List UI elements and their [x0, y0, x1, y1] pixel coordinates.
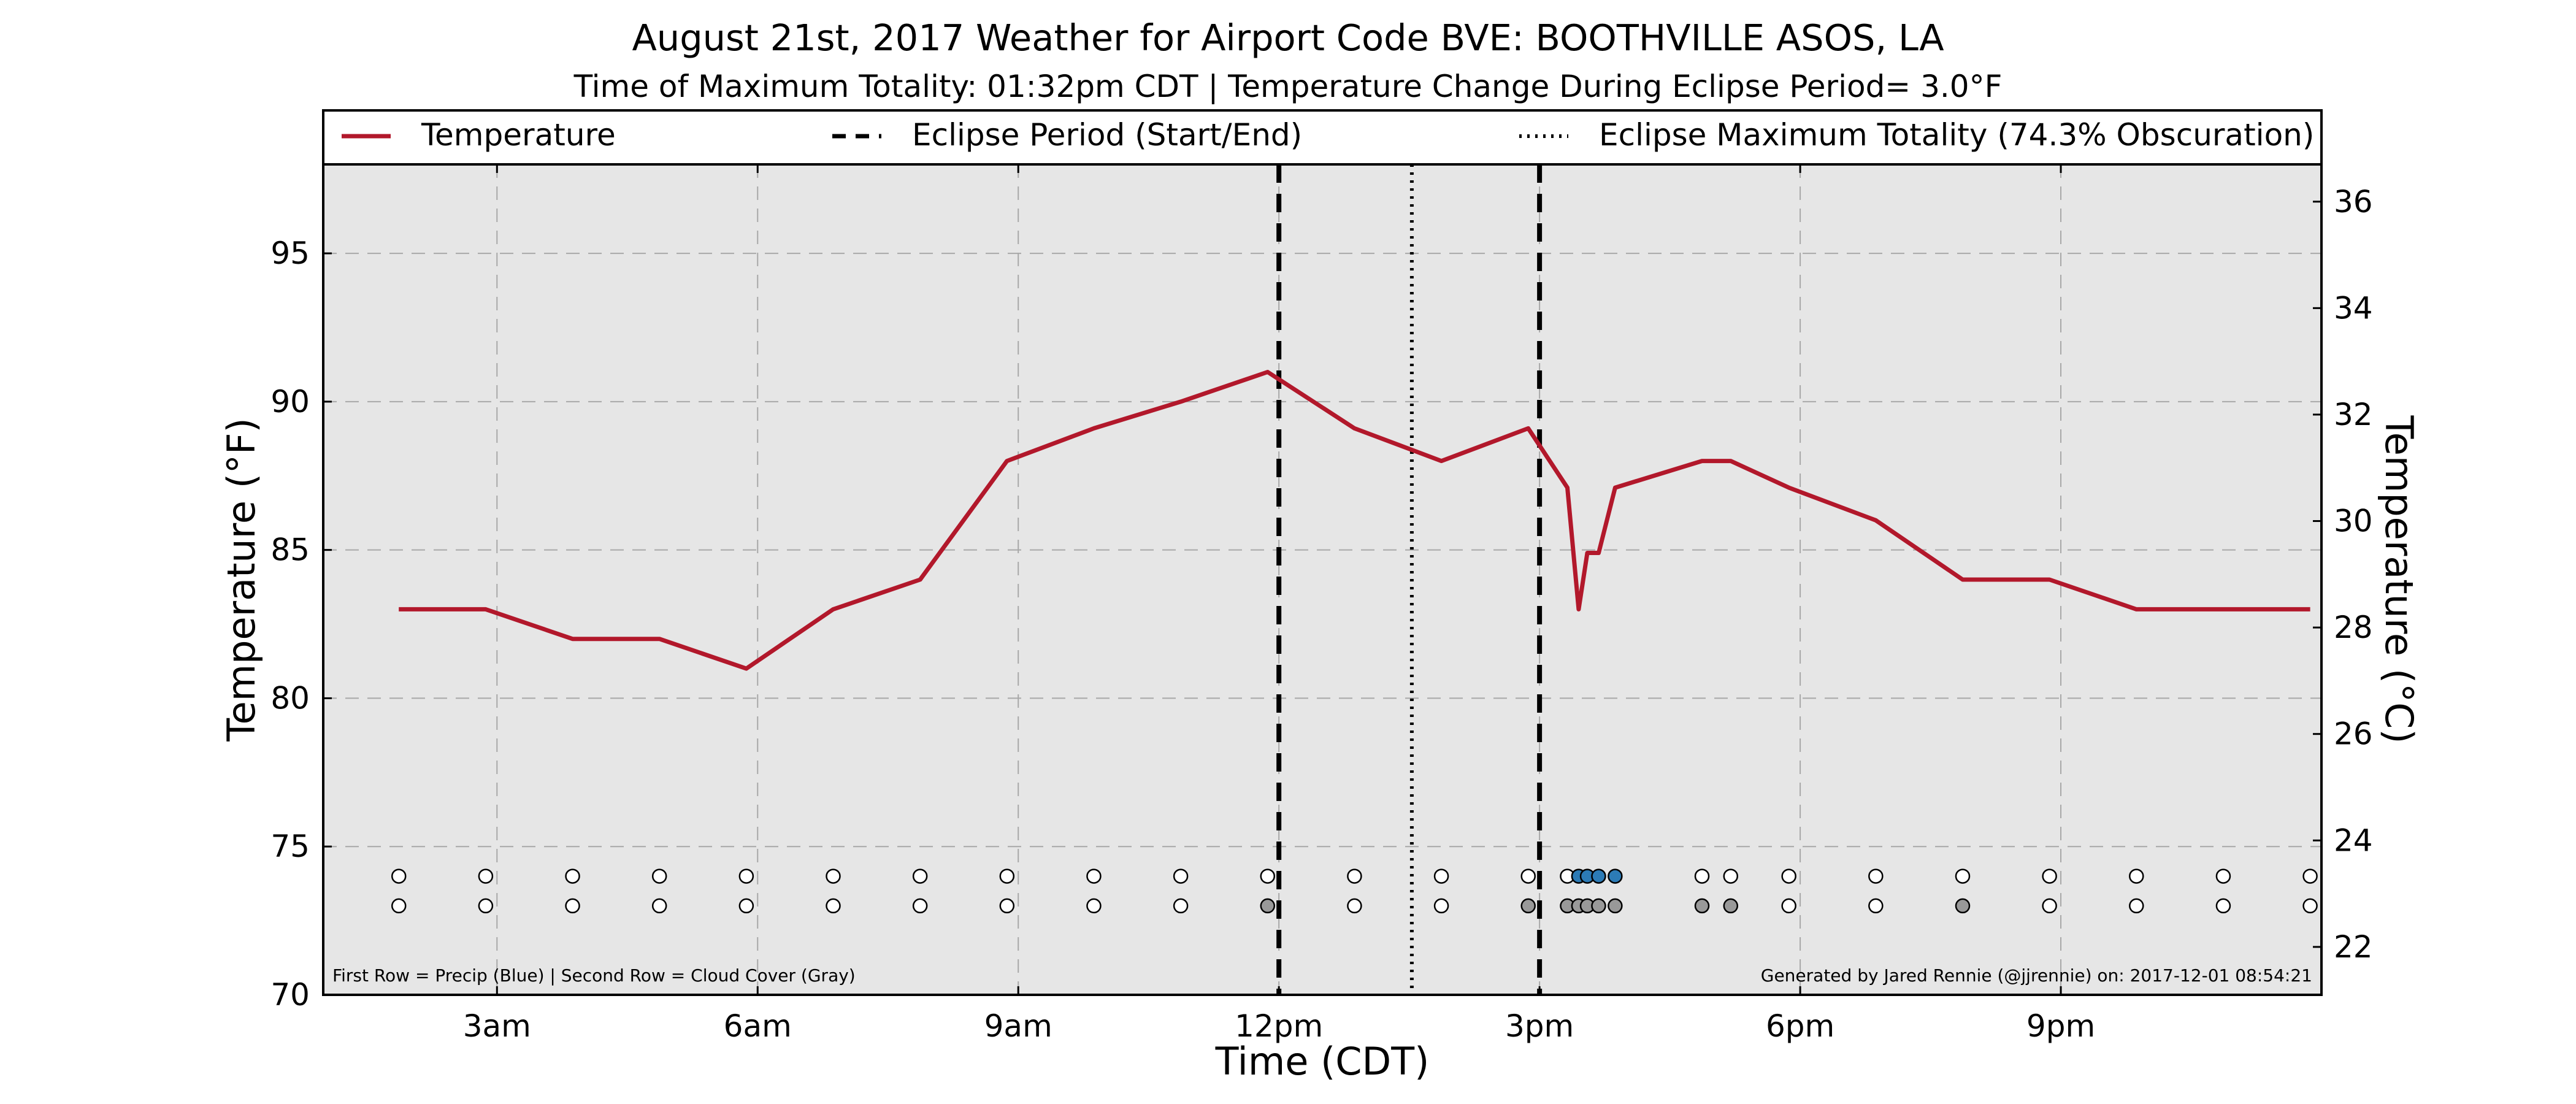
temperature-line-layer — [399, 370, 2310, 671]
chart-subtitle: Time of Maximum Totality: 01:32pm CDT | … — [573, 69, 2003, 104]
legend: Temperature Eclipse Period (Start/End) E… — [322, 109, 2323, 166]
precip-dot — [2302, 868, 2318, 884]
precip-dot — [1347, 868, 1362, 884]
y2-tick-label: 26 — [2334, 716, 2373, 752]
precip-dot — [2215, 868, 2231, 884]
x-axis-ticks: 3am 6am 9am 12pm 3pm 6pm 9pm — [463, 164, 2095, 1044]
y2-tick-label: 34 — [2334, 290, 2373, 326]
cloud-cover-dot — [1591, 898, 1606, 914]
precip-dot — [738, 868, 754, 884]
cloud-cover-dot — [651, 898, 667, 914]
precip-dot — [1591, 868, 1606, 884]
legend-label-eclipse-period: Eclipse Period (Start/End) — [912, 117, 1302, 153]
eclipse-markers — [1276, 164, 1543, 995]
cloud-cover-dot — [2129, 898, 2144, 914]
cloud-cover-dot — [2215, 898, 2231, 914]
footnote-right: Generated by Jared Rennie (@jjrennie) on… — [1761, 965, 2312, 986]
precip-dot — [1260, 868, 1276, 884]
legend-label-temperature: Temperature — [421, 117, 616, 153]
y-tick-label: 95 — [270, 236, 310, 271]
precip-dot — [2129, 868, 2144, 884]
observation-dots — [391, 868, 2318, 914]
x-axis-label: Time (CDT) — [1215, 1039, 1430, 1084]
precip-dot — [912, 868, 928, 884]
cloud-cover-dot — [912, 898, 928, 914]
cloud-cover-dot — [1433, 898, 1449, 914]
cloud-cover-dot — [999, 898, 1015, 914]
cloud-cover-dot — [1173, 898, 1189, 914]
precip-dot — [1433, 868, 1449, 884]
x-tick-label: 9am — [984, 1008, 1052, 1044]
x-tick-label: 12pm — [1235, 1008, 1323, 1044]
cloud-cover-dot — [478, 898, 494, 914]
y2-tick-label: 24 — [2334, 822, 2373, 858]
y2-tick-label: 30 — [2334, 504, 2373, 539]
precip-dot — [1694, 868, 1710, 884]
cloud-cover-dot — [1086, 898, 1102, 914]
y2-tick-label: 28 — [2334, 610, 2373, 645]
precip-dot — [1723, 868, 1739, 884]
y-tick-label: 75 — [270, 829, 310, 864]
precip-dot — [999, 868, 1015, 884]
y2-tick-label: 22 — [2334, 929, 2373, 965]
y-axis-label: Temperature (°F) — [219, 418, 264, 742]
precip-dot — [1520, 868, 1536, 884]
precip-dot — [1086, 868, 1102, 884]
precip-dot — [1868, 868, 1884, 884]
precip-dot — [1608, 868, 1623, 884]
y2-tick-label: 32 — [2334, 397, 2373, 432]
cloud-cover-dot — [565, 898, 580, 914]
x-tick-label: 3pm — [1505, 1008, 1574, 1044]
cloud-cover-dot — [1347, 898, 1362, 914]
x-tick-label: 6am — [724, 1008, 792, 1044]
cloud-cover-dot — [1868, 898, 1884, 914]
y2-axis-label: Temperature (°C) — [2377, 415, 2421, 743]
y2-tick-label: 36 — [2334, 184, 2373, 220]
x-tick-label: 9pm — [2026, 1008, 2095, 1044]
cloud-cover-dot — [826, 898, 841, 914]
precip-dot — [1781, 868, 1796, 884]
y-tick-label: 70 — [270, 977, 310, 1013]
cloud-cover-dot — [1781, 898, 1796, 914]
cloud-cover-dot — [1520, 898, 1536, 914]
cloud-cover-dot — [1723, 898, 1739, 914]
precip-dot — [565, 868, 580, 884]
cloud-cover-dot — [391, 898, 407, 914]
legend-box — [322, 109, 2323, 166]
cloud-cover-dot — [738, 898, 754, 914]
x-tick-label: 6pm — [1766, 1008, 1834, 1044]
precip-dot — [1955, 868, 1971, 884]
cloud-cover-dot — [1694, 898, 1710, 914]
y-tick-label: 85 — [270, 532, 310, 568]
cloud-cover-dot — [2042, 898, 2057, 914]
cloud-cover-dot — [2302, 898, 2318, 914]
x-tick-label: 3am — [463, 1008, 531, 1044]
precip-dot — [826, 868, 841, 884]
precip-dot — [2042, 868, 2057, 884]
precip-dot — [391, 868, 407, 884]
y-tick-label: 90 — [270, 384, 310, 420]
y-axis-ticks: 70 75 80 85 90 95 — [270, 236, 332, 1013]
cloud-cover-dot — [1608, 898, 1623, 914]
y-tick-label: 80 — [270, 680, 310, 716]
footnote-left: First Row = Precip (Blue) | Second Row =… — [332, 965, 856, 986]
legend-label-max-totality: Eclipse Maximum Totality (74.3% Obscurat… — [1599, 117, 2314, 153]
temperature-line — [399, 370, 2310, 671]
precip-dot — [478, 868, 494, 884]
cloud-cover-dot — [1260, 898, 1276, 914]
chart-title: August 21st, 2017 Weather for Airport Co… — [632, 17, 1944, 59]
cloud-cover-dot — [1955, 898, 1971, 914]
precip-dot — [651, 868, 667, 884]
y2-axis-ticks: 22 24 26 28 30 32 34 36 — [2313, 184, 2373, 965]
precip-dot — [1173, 868, 1189, 884]
